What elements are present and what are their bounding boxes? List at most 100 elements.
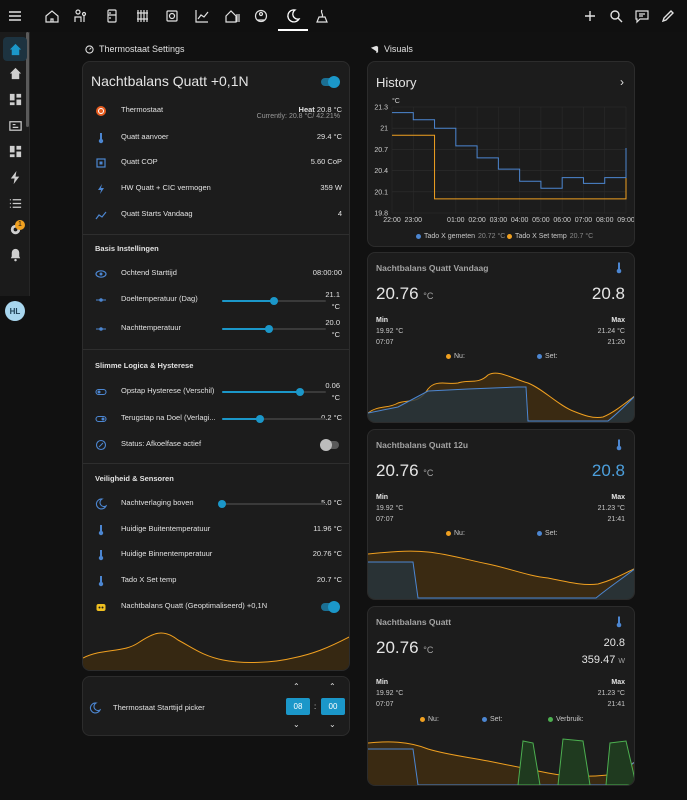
pencil-icon[interactable] — [658, 6, 678, 26]
tab-chart-line-icon[interactable] — [192, 6, 212, 26]
legend-set-label: Set: — [490, 716, 503, 723]
terugstap-slider[interactable] — [222, 415, 326, 423]
starttijd-label: Ochtend Starttijd — [121, 268, 177, 277]
opstap-unit: °C — [331, 393, 340, 402]
minute-up-chevron-icon[interactable]: ⌃ — [329, 682, 336, 691]
thermostat-row[interactable]: Thermostaat Heat 20.8 °C — [83, 102, 349, 120]
verlaging-slider[interactable] — [218, 500, 326, 508]
sensor-card-quatt[interactable]: Nachtbalans Quatt 20.76 °C 20.8 359.47 W… — [367, 606, 635, 786]
x-tick-label: 05:00 — [532, 217, 550, 224]
verlaging-label: Nachtverlaging boven — [121, 498, 194, 507]
min-block: Min 19.92 °C 07:07 — [376, 677, 403, 710]
current-unit: °C — [423, 291, 434, 301]
thermostat-value: Heat 20.8 °C — [299, 105, 342, 114]
sidebar-item-dashboard[interactable] — [3, 87, 27, 111]
tab-home-heat-icon[interactable] — [222, 6, 242, 26]
left-section-title-text: Thermostaat Settings — [99, 44, 185, 54]
plus-icon[interactable] — [580, 6, 600, 26]
y-tick-label: 21 — [380, 126, 388, 133]
search-icon[interactable] — [606, 6, 626, 26]
starttijd-row[interactable]: Ochtend Starttijd 08:00:00 — [83, 265, 349, 283]
sidebar-item-list[interactable] — [3, 191, 27, 215]
legend-set-temp-value: 20.7 °C — [569, 233, 594, 240]
vermogen-row[interactable]: HW Quatt + CIC vermogen 359 W — [83, 180, 349, 198]
power-number: 359.47 — [581, 654, 616, 666]
sidebar-item-energy[interactable] — [3, 165, 27, 189]
quatt-cop-row[interactable]: Quatt COP 5.60 CoP — [83, 154, 349, 172]
nachttemp-slider[interactable] — [222, 325, 326, 333]
current-value: 20.76 °C — [376, 638, 433, 658]
moon-icon — [94, 497, 108, 511]
doeltemp-row: Doeltemperatuur (Dag) — [83, 291, 349, 309]
tab-home-icon[interactable] — [42, 6, 62, 26]
doeltemp-slider[interactable] — [222, 297, 326, 305]
quatt-aanvoer-row[interactable]: Quatt aanvoer 29.4 °C — [83, 129, 349, 147]
verlaging-row: Nachtverlaging boven 5.0 °C — [83, 495, 349, 513]
thermometer-icon — [94, 574, 108, 588]
sidebar-item-home[interactable] — [3, 61, 27, 85]
minute-down-chevron-icon[interactable]: ⌄ — [329, 720, 336, 729]
sidebar-item-dashboard-2[interactable] — [3, 139, 27, 163]
tab-heat-pump-icon[interactable] — [312, 6, 332, 26]
tab-boiler-icon[interactable] — [162, 6, 182, 26]
current-unit: °C — [423, 468, 434, 478]
legend-nu-label: Nu: — [454, 530, 465, 537]
eye-icon — [94, 267, 108, 281]
legend-set-temp[interactable]: Tado X Set temp 20.7 °C — [507, 233, 593, 240]
buiten-row[interactable]: Huidige Buitentemperatuur 11.96 °C — [83, 521, 349, 539]
thermostat-target: 20.8 °C — [316, 105, 342, 114]
minute-input[interactable]: 00 — [321, 698, 345, 715]
legend-nu: Nu: — [446, 530, 465, 537]
starttijd-value: 08:00:00 — [312, 268, 342, 277]
nachttemp-number: 20.0 — [325, 318, 340, 327]
y-tick-label: 21.3 — [374, 105, 388, 112]
hour-up-chevron-icon[interactable]: ⌃ — [293, 682, 300, 691]
tab-fridge-icon[interactable] — [102, 6, 122, 26]
vermogen-label: HW Quatt + CIC vermogen — [121, 183, 211, 192]
user-avatar[interactable]: HL — [5, 301, 25, 321]
opstap-value: 0.06 °C — [325, 380, 340, 404]
buiten-label: Huidige Buitentemperatuur — [121, 524, 211, 533]
doeltemp-number: 21.1 — [325, 290, 340, 299]
tab-radiator-icon[interactable] — [132, 6, 152, 26]
geoptimaliseerd-toggle[interactable] — [321, 601, 340, 613]
series-line-measured — [392, 112, 627, 189]
tado-row[interactable]: Tado X Set temp 20.7 °C — [83, 572, 349, 590]
sidebar-item-overview[interactable] — [3, 37, 27, 61]
legend-set: Set: — [537, 530, 557, 537]
menu-icon[interactable] — [5, 6, 25, 26]
starts-row[interactable]: Quatt Starts Vandaag 4 — [83, 206, 349, 224]
sidebar-item-id-card[interactable] — [3, 113, 27, 137]
left-section-title: Thermostaat Settings — [85, 44, 185, 54]
sensor-card-vandaag[interactable]: Nachtbalans Quatt Vandaag 20.76 °C 20.8 … — [367, 252, 635, 423]
active-tab-indicator — [278, 29, 308, 31]
card-toggle[interactable] — [321, 76, 340, 88]
legend-measured[interactable]: Tado X gemeten 20.72 °C — [416, 233, 505, 240]
min-block: Min 19.92 °C 07:07 — [376, 315, 403, 348]
legend-nu-label: Nu: — [428, 716, 439, 723]
current-number: 20.76 — [376, 461, 419, 480]
right-value: 20.8 — [603, 637, 625, 649]
tab-robot-vacuum-icon[interactable] — [251, 6, 271, 26]
hour-down-chevron-icon[interactable]: ⌄ — [293, 720, 300, 729]
hour-input[interactable]: 08 — [286, 698, 310, 715]
sensor-graph — [368, 550, 634, 599]
lightning-icon — [94, 182, 108, 196]
binnen-row[interactable]: Huidige Binnentemperatuur 20.76 °C — [83, 546, 349, 564]
history-card[interactable]: History › °C 21.3 21 20.7 20.4 20.1 19.8 22:0… — [367, 61, 635, 247]
geoptimaliseerd-row: Nachtbalans Quatt (Geoptimaliseerd) +0,1… — [83, 598, 349, 616]
robot-icon — [94, 438, 108, 452]
chevron-right-icon[interactable]: › — [620, 75, 624, 89]
toggle-icon — [94, 385, 108, 399]
opstap-slider[interactable] — [222, 388, 326, 396]
status-toggle[interactable] — [320, 439, 339, 451]
sidebar-item-notifications[interactable] — [3, 242, 27, 266]
tab-thermostat-people-icon[interactable] — [71, 6, 91, 26]
tab-weather-night-icon[interactable] — [283, 6, 303, 26]
sidebar-scrollbar[interactable] — [26, 32, 29, 127]
max-time: 21:41 — [607, 701, 625, 708]
thermometer-icon — [94, 548, 108, 562]
chat-icon[interactable] — [632, 6, 652, 26]
legend-verbruik-label: Verbruik: — [556, 716, 584, 723]
sensor-card-12u[interactable]: Nachtbalans Quatt 12u 20.76 °C 20.8 Min 1… — [367, 429, 635, 600]
